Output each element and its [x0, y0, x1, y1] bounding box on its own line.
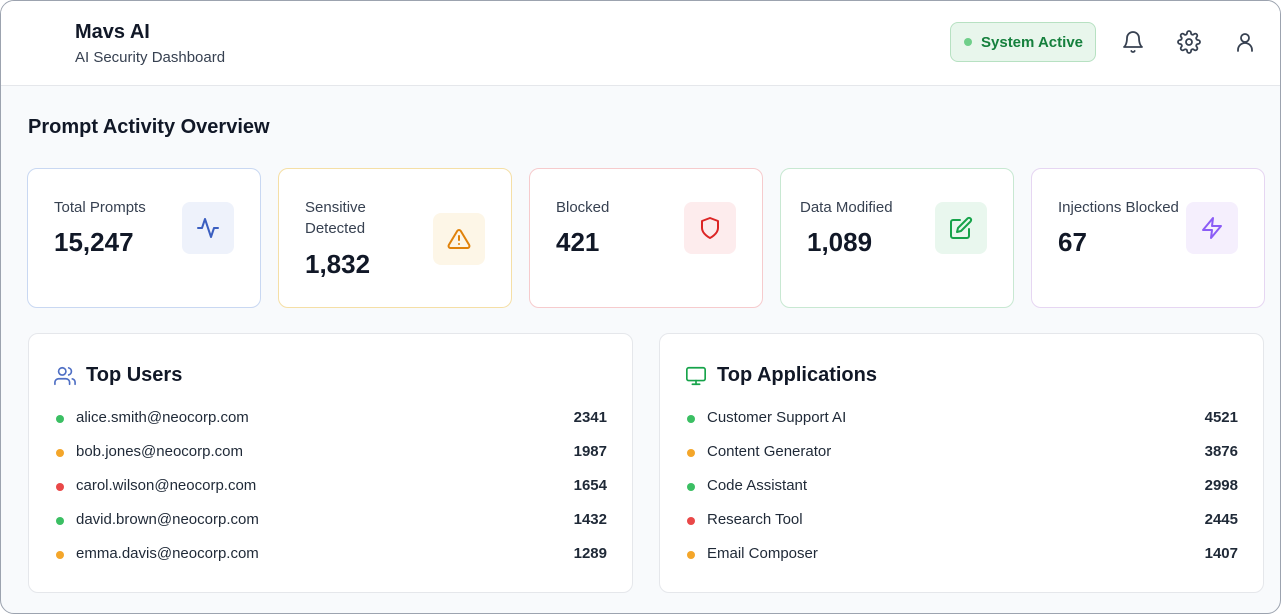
- stat-value: 15,247: [54, 227, 134, 257]
- stat-value: 1,089: [807, 227, 873, 257]
- application-name: Content Generator: [707, 443, 832, 460]
- application-row[interactable]: Content Generator 3876: [685, 441, 1238, 465]
- application-name: Customer Support AI: [707, 409, 847, 426]
- stat-label: Injections Blocked: [1058, 199, 1179, 216]
- user-count: 2341: [573, 409, 607, 426]
- edit-icon: [935, 202, 987, 254]
- stat-card-data-modified: Data Modified 1,089: [780, 168, 1014, 308]
- top-applications-title: Top Applications: [717, 364, 877, 386]
- status-dot: [56, 415, 64, 423]
- application-row[interactable]: Code Assistant 2998: [685, 475, 1238, 499]
- application-count: 3876: [1204, 443, 1238, 460]
- stat-card-blocked: Blocked 421: [529, 168, 763, 308]
- stat-card-sensitive-detected: Sensitive Detected 1,832: [278, 168, 512, 308]
- status-dot: [687, 449, 695, 457]
- user-name: alice.smith@neocorp.com: [76, 409, 249, 426]
- app-title: Mavs AI: [75, 21, 150, 43]
- user-count: 1654: [573, 477, 607, 494]
- stat-label: Sensitive Detected: [305, 199, 366, 237]
- user-row[interactable]: bob.jones@neocorp.com 1987: [54, 441, 607, 465]
- user-row[interactable]: carol.wilson@neocorp.com 1654: [54, 475, 607, 499]
- application-count: 4521: [1204, 409, 1238, 426]
- user-name: david.brown@neocorp.com: [76, 511, 259, 528]
- status-dot: [964, 38, 972, 46]
- application-name: Research Tool: [707, 511, 803, 528]
- section-title: Prompt Activity Overview: [28, 116, 270, 138]
- user-count: 1289: [573, 545, 607, 562]
- stat-card-total-prompts: Total Prompts 15,247: [27, 168, 261, 308]
- status-dot: [56, 449, 64, 457]
- user-row[interactable]: emma.davis@neocorp.com 1289: [54, 543, 607, 567]
- status-dot: [56, 517, 64, 525]
- stat-label: Data Modified: [800, 199, 893, 216]
- bell-icon[interactable]: [1121, 30, 1145, 54]
- warning-triangle-icon: [433, 213, 485, 265]
- application-name: Code Assistant: [707, 477, 808, 494]
- status-dot: [687, 517, 695, 525]
- application-count: 2445: [1204, 511, 1238, 528]
- top-users-panel: Top Users alice.smith@neocorp.com 2341 bob…: [28, 333, 633, 593]
- system-status-badge: System Active: [950, 22, 1096, 62]
- application-count: 2998: [1204, 477, 1238, 494]
- user-count: 1987: [573, 443, 607, 460]
- user-name: carol.wilson@neocorp.com: [76, 477, 257, 494]
- application-row[interactable]: Email Composer 1407: [685, 543, 1238, 567]
- system-status-label: System Active: [981, 33, 1083, 51]
- user-icon[interactable]: [1233, 30, 1257, 54]
- stat-label: Blocked: [556, 199, 610, 216]
- users-icon: [54, 366, 76, 386]
- activity-icon: [182, 202, 234, 254]
- app-subtitle: AI Security Dashboard: [75, 49, 226, 66]
- application-name: Email Composer: [707, 545, 818, 562]
- status-dot: [687, 551, 695, 559]
- stat-value: 1,832: [305, 249, 371, 279]
- stat-card-injections-blocked: Injections Blocked 67: [1031, 168, 1265, 308]
- top-users-title: Top Users: [86, 364, 183, 386]
- application-row[interactable]: Customer Support AI 4521: [685, 407, 1238, 431]
- shield-icon: [684, 202, 736, 254]
- user-name: emma.davis@neocorp.com: [76, 545, 259, 562]
- gear-icon[interactable]: [1177, 30, 1201, 54]
- status-dot: [687, 483, 695, 491]
- stat-label: Total Prompts: [54, 199, 146, 216]
- top-header: Mavs AI AI Security Dashboard System Act…: [1, 1, 1280, 86]
- user-name: bob.jones@neocorp.com: [76, 443, 243, 460]
- stat-value: 67: [1058, 227, 1087, 257]
- monitor-icon: [686, 366, 706, 386]
- status-dot: [56, 483, 64, 491]
- user-row[interactable]: david.brown@neocorp.com 1432: [54, 509, 607, 533]
- top-applications-panel: Top Applications Customer Support AI 4521…: [659, 333, 1264, 593]
- status-dot: [56, 551, 64, 559]
- user-count: 1432: [573, 511, 607, 528]
- stat-value: 421: [556, 227, 600, 257]
- lightning-icon: [1186, 202, 1238, 254]
- application-count: 1407: [1204, 545, 1238, 562]
- application-row[interactable]: Research Tool 2445: [685, 509, 1238, 533]
- status-dot: [687, 415, 695, 423]
- user-row[interactable]: alice.smith@neocorp.com 2341: [54, 407, 607, 431]
